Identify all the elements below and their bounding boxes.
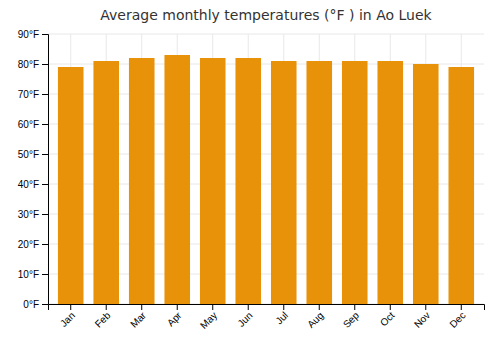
bar	[235, 58, 261, 304]
y-grid-line	[48, 34, 484, 35]
y-tick-label: 50°F	[18, 149, 39, 160]
y-tick-label: 90°F	[18, 29, 39, 40]
x-tick: Nov	[412, 304, 432, 330]
x-tick-mark	[70, 304, 71, 310]
x-tick-label: Oct	[378, 310, 397, 329]
y-tick-mark	[42, 154, 48, 155]
x-tick: Dec	[447, 304, 467, 330]
y-tick-mark	[42, 34, 48, 35]
x-tick-label: Nov	[412, 310, 432, 330]
y-tick-label: 60°F	[18, 119, 39, 130]
x-axis-line	[49, 305, 485, 311]
y-axis: 0°F 10°F 20°F 30°F 40°F 50°F 60°F 70°F 80°F 90°F	[18, 29, 49, 310]
bar	[413, 64, 439, 304]
y-tick: 60°F	[18, 119, 48, 130]
y-tick: 90°F	[18, 29, 48, 40]
x-tick: Jul	[273, 304, 290, 326]
x-tick-label: Apr	[165, 309, 184, 328]
y-tick: 70°F	[18, 89, 48, 100]
bar	[129, 58, 155, 304]
bar	[200, 58, 226, 304]
x-tick: Mar	[128, 304, 148, 330]
bars	[58, 55, 474, 304]
x-tick-mark	[390, 304, 391, 310]
x-tick-mark	[461, 304, 462, 310]
y-tick: 20°F	[18, 239, 48, 250]
x-tick: Sep	[341, 304, 362, 330]
y-tick-label: 20°F	[18, 239, 39, 250]
x-tick-label: Jun	[235, 310, 254, 329]
y-tick-mark	[42, 274, 48, 275]
y-tick-mark	[42, 64, 48, 65]
bar	[377, 61, 403, 304]
y-tick-label: 10°F	[18, 269, 39, 280]
y-tick-label: 70°F	[18, 89, 39, 100]
x-tick: Jun	[235, 304, 254, 329]
x-tick-label: Dec	[447, 310, 467, 330]
plot: 0°F 10°F 20°F 30°F 40°F 50°F 60°F 70°F 80°F 90°F J…	[18, 29, 485, 331]
bar	[93, 61, 119, 304]
x-tick: Jan	[58, 304, 77, 329]
x-tick-label: Mar	[128, 309, 148, 329]
y-tick-mark	[42, 244, 48, 245]
bar	[164, 55, 190, 304]
x-tick-mark	[283, 304, 284, 310]
x-tick: May	[198, 304, 219, 331]
y-tick: 0°F	[23, 299, 48, 310]
x-tick-mark	[212, 304, 213, 310]
x-tick-label: Feb	[93, 309, 113, 329]
y-axis-line	[42, 35, 49, 305]
x-tick-label: Jul	[273, 310, 290, 327]
y-tick-label: 0°F	[23, 299, 39, 310]
y-tick-mark	[42, 184, 48, 185]
x-tick-mark	[354, 304, 355, 310]
x-tick-mark	[106, 304, 107, 310]
x-tick-mark	[425, 304, 426, 310]
x-tick-mark	[177, 304, 178, 310]
y-tick: 40°F	[18, 179, 48, 190]
x-tick-mark	[141, 304, 142, 310]
x-tick-label: May	[198, 310, 219, 331]
x-tick-mark	[319, 304, 320, 310]
x-tick-label: Sep	[341, 309, 362, 330]
bar	[58, 67, 84, 304]
title: Average monthly temperatures (°F ) in Ao…	[100, 7, 432, 23]
x-tick: Aug	[305, 304, 325, 330]
bar	[271, 61, 297, 304]
y-tick: 80°F	[18, 59, 48, 70]
y-tick-mark	[42, 124, 48, 125]
y-tick: 50°F	[18, 149, 48, 160]
bar	[342, 61, 368, 304]
y-tick-label: 80°F	[18, 59, 39, 70]
x-tick: Feb	[93, 304, 113, 330]
chart: 0°F 10°F 20°F 30°F 40°F 50°F 60°F 70°F 80°F 90°F J…	[0, 0, 500, 350]
x-tick: Apr	[165, 304, 184, 328]
bar	[306, 61, 332, 304]
bar	[448, 67, 474, 304]
x-tick-label: Aug	[305, 310, 325, 330]
grid	[48, 34, 484, 304]
y-tick-mark	[42, 304, 48, 305]
x-tick-label: Jan	[58, 310, 77, 329]
x-tick: Oct	[378, 304, 397, 328]
x-tick-mark	[248, 304, 249, 310]
y-tick-label: 30°F	[18, 209, 39, 220]
y-tick-label: 40°F	[18, 179, 39, 190]
y-tick: 10°F	[18, 269, 48, 280]
y-tick: 30°F	[18, 209, 48, 220]
y-tick-mark	[42, 94, 48, 95]
y-tick-mark	[42, 214, 48, 215]
x-axis: Jan Feb Mar Apr May Jun Jul Aug Sep Oct Nov Dec	[49, 304, 485, 331]
